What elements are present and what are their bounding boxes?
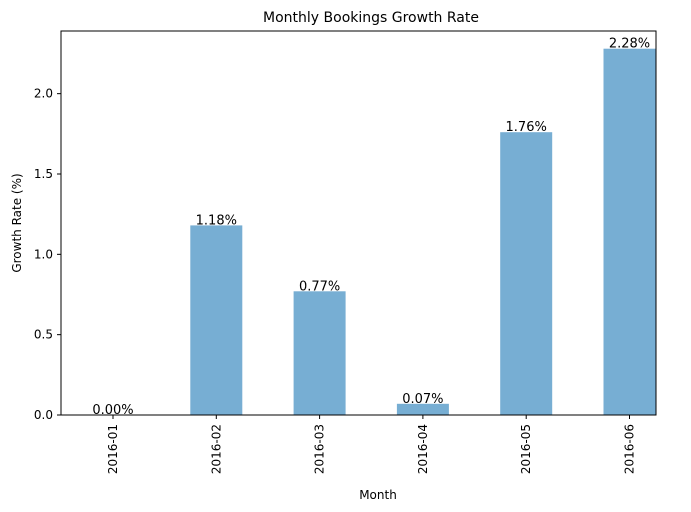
bar-2016-06 [603, 48, 656, 415]
bars-layer [190, 48, 656, 415]
data-label-2016-03: 0.77% [299, 279, 340, 294]
data-label-2016-05: 1.76% [506, 120, 547, 135]
x-tick-label-2016-05: 2016-05 [519, 424, 533, 474]
data-labels-layer: 0.00% 1.18% 0.77% 0.07% 1.76% 2.28% [92, 37, 650, 418]
y-tick-label: 2.0 [34, 87, 53, 101]
y-axis: 0.0 0.5 1.0 1.5 2.0 [34, 87, 61, 422]
data-label-2016-01: 0.00% [92, 403, 133, 418]
plot-frame [60, 30, 657, 416]
x-tick-label-2016-02: 2016-02 [209, 424, 223, 474]
x-axis-label: Month [359, 488, 397, 502]
bar-2016-02 [190, 225, 243, 415]
y-axis-label: Growth Rate (%) [10, 173, 24, 272]
x-tick-label-2016-04: 2016-04 [416, 424, 430, 474]
data-label-2016-06: 2.28% [609, 37, 650, 52]
x-tick-label-2016-03: 2016-03 [313, 424, 327, 474]
bar-2016-05 [500, 132, 553, 415]
data-label-2016-04: 0.07% [402, 392, 443, 407]
bar-2016-03 [293, 291, 346, 415]
data-label-2016-02: 1.18% [196, 213, 237, 228]
x-axis: 2016-01 2016-02 2016-03 2016-04 2016-05 2016-… [106, 415, 637, 474]
bar-2016-04 [396, 403, 449, 415]
y-tick-label: 0.5 [34, 328, 53, 342]
x-tick-label-2016-06: 2016-06 [623, 424, 637, 474]
y-tick-label: 1.5 [34, 167, 53, 181]
x-tick-label-2016-01: 2016-01 [106, 424, 120, 474]
y-tick-label: 1.0 [34, 247, 53, 261]
y-tick-label: 0.0 [34, 408, 53, 422]
chart-title: Monthly Bookings Growth Rate [263, 10, 479, 26]
